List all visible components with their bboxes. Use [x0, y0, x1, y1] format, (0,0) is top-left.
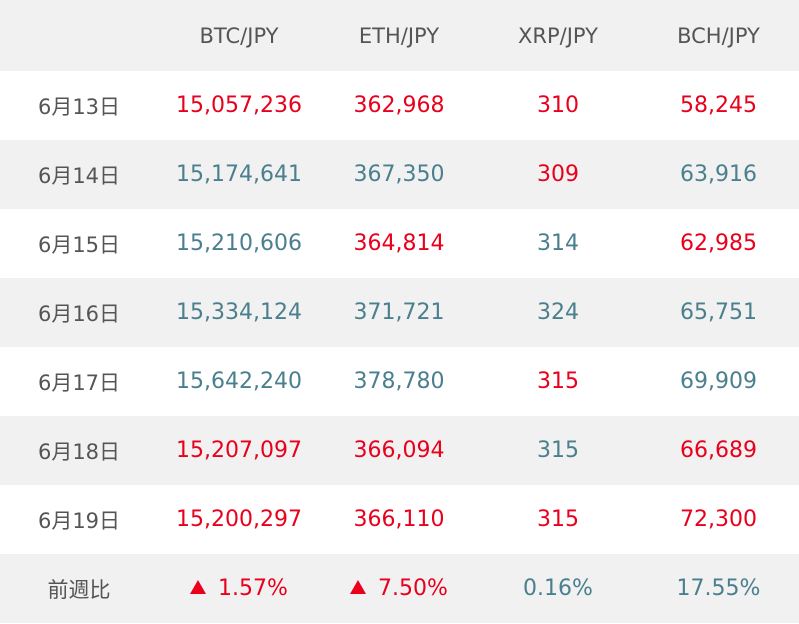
bch-price-cell: 66,689 [680, 438, 757, 463]
table-row: 6月13日 15,057,236 362,968 310 58,245 [0, 71, 799, 140]
date-cell: 6月17日 [37, 370, 121, 395]
header-eth-jpy: ETH/JPY [358, 23, 440, 48]
bch-price-cell: 63,916 [680, 162, 757, 187]
eth-price-cell: 366,110 [353, 507, 445, 532]
bch-price-cell: 72,300 [680, 507, 757, 532]
header-btc-jpy: BTC/JPY [199, 23, 279, 48]
btc-change-value: 1.57% [218, 576, 288, 601]
table-header-row: BTC/JPY ETH/JPY XRP/JPY BCH/JPY [0, 0, 799, 71]
eth-price-cell: 364,814 [353, 231, 445, 256]
eth-price-cell: 366,094 [353, 438, 445, 463]
bch-price-cell: 62,985 [680, 231, 757, 256]
xrp-change-value: 0.16% [523, 576, 593, 601]
xrp-price-cell: 310 [537, 93, 579, 118]
table-row: 6月16日 15,334,124 371,721 324 65,751 [0, 278, 799, 347]
table-body: 6月13日 15,057,236 362,968 310 58,245 6月14… [0, 71, 799, 623]
eth-price-cell: 362,968 [353, 93, 445, 118]
btc-price-cell: 15,057,236 [176, 93, 302, 118]
bch-price-cell: 58,245 [680, 93, 757, 118]
bch-price-cell: 69,909 [680, 369, 757, 394]
bch-change-value: 17.55% [676, 576, 761, 601]
triangle-up-icon [190, 580, 207, 594]
week-over-week-label: 前週比 [47, 577, 111, 602]
eth-change-value: 7.50% [378, 576, 448, 601]
header-corner [0, 0, 158, 71]
table-row: 6月18日 15,207,097 366,094 315 66,689 [0, 416, 799, 485]
triangle-up-icon [350, 580, 367, 594]
bch-price-cell: 65,751 [680, 300, 757, 325]
date-cell: 6月19日 [37, 508, 121, 533]
btc-price-cell: 15,210,606 [176, 231, 302, 256]
xrp-price-cell: 315 [537, 369, 579, 394]
xrp-price-cell: 324 [537, 300, 579, 325]
xrp-price-cell: 315 [537, 507, 579, 532]
date-cell: 6月13日 [37, 94, 121, 119]
btc-price-cell: 15,207,097 [176, 438, 302, 463]
table-row: 6月14日 15,174,641 367,350 309 63,916 [0, 140, 799, 209]
table-row: 6月15日 15,210,606 364,814 314 62,985 [0, 209, 799, 278]
bch-change-cell: 17.55% [638, 554, 799, 623]
btc-change-cell: 1.57% [158, 554, 320, 623]
date-cell: 6月18日 [37, 439, 121, 464]
btc-price-cell: 15,334,124 [176, 300, 302, 325]
eth-price-cell: 367,350 [353, 162, 445, 187]
btc-price-cell: 15,642,240 [176, 369, 302, 394]
table-row: 6月17日 15,642,240 378,780 315 69,909 [0, 347, 799, 416]
xrp-price-cell: 314 [537, 231, 579, 256]
btc-price-cell: 15,174,641 [176, 162, 302, 187]
date-cell: 6月15日 [37, 232, 121, 257]
week-over-week-row: 前週比 1.57% 7.50% 0.16% 17.55% [0, 554, 799, 623]
xrp-change-cell: 0.16% [478, 554, 638, 623]
eth-price-cell: 371,721 [353, 300, 445, 325]
xrp-price-cell: 315 [537, 438, 579, 463]
header-bch-jpy: BCH/JPY [677, 23, 760, 48]
table-row: 6月19日 15,200,297 366,110 315 72,300 [0, 485, 799, 554]
date-cell: 6月14日 [37, 163, 121, 188]
xrp-price-cell: 309 [537, 162, 579, 187]
header-xrp-jpy: XRP/JPY [518, 23, 598, 48]
eth-change-cell: 7.50% [320, 554, 478, 623]
date-cell: 6月16日 [37, 301, 121, 326]
btc-price-cell: 15,200,297 [176, 507, 302, 532]
eth-price-cell: 378,780 [353, 369, 445, 394]
